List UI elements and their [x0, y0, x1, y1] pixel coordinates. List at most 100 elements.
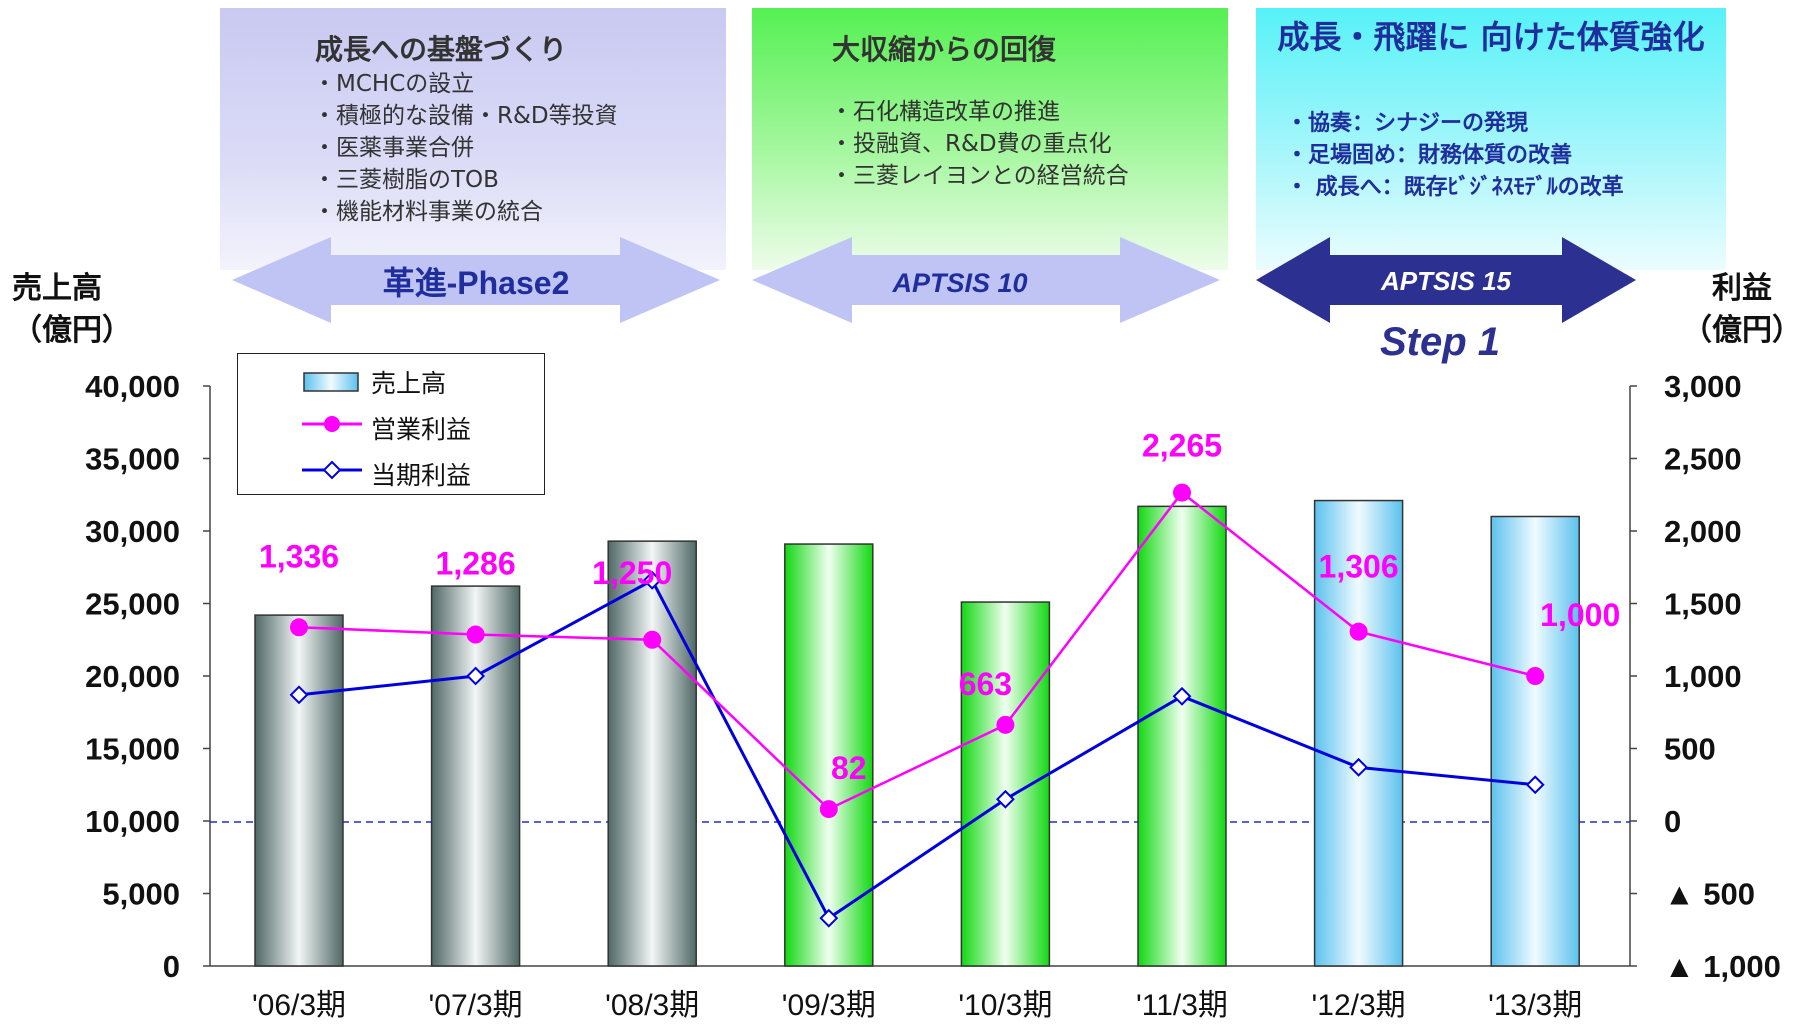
bar-sales — [254, 614, 344, 967]
left-tick-label: 10,000 — [85, 804, 180, 839]
right-axis-title-line2: （億円） — [1682, 313, 1802, 348]
phase-arrow-label-3: APTSIS 15 — [1380, 266, 1512, 296]
bar-sales — [784, 543, 874, 967]
phase-title: 大収縮からの回復 — [832, 33, 1057, 66]
point-operating — [1173, 483, 1191, 502]
phase-arrow-label-1: 革進-Phase2 — [383, 265, 570, 301]
point-net — [819, 908, 839, 928]
left-tick-label: 0 — [163, 949, 180, 984]
phase-item: ・機能材料事業の統合 — [313, 199, 543, 225]
legend-sales-label: 売上高 — [371, 369, 447, 398]
phase-item: ・三菱樹脂のTOB — [313, 167, 499, 193]
phase-arrow-label-2: APTSIS 10 — [891, 268, 1027, 298]
point-operating — [643, 630, 662, 649]
data-label-operating: 1,250 — [592, 555, 672, 591]
point-operating — [1526, 667, 1545, 685]
left-tick-label: 15,000 — [85, 732, 180, 767]
right-tick-label: 1,000 — [1664, 659, 1742, 694]
right-tick-label: 2,500 — [1664, 442, 1742, 477]
legend-operating-label: 営業利益 — [371, 415, 472, 444]
phase-item: ・積極的な設備・R&D等投資 — [313, 103, 618, 129]
left-tick-label: 35,000 — [85, 442, 180, 477]
legend-markers — [302, 372, 362, 480]
right-tick-label: 0 — [1664, 804, 1681, 839]
data-label-operating: 663 — [959, 666, 1012, 702]
left-axis-title: 売上高 （億円） — [12, 268, 132, 352]
right-tick-label: ▲ 1,000 — [1664, 949, 1781, 984]
phase-arrow-2 — [752, 237, 1220, 323]
legend-net-marker — [322, 460, 342, 480]
series-line-net — [298, 578, 1536, 921]
phase-item: ・医薬事業合併 — [313, 135, 474, 161]
x-tick-label: '12/3期 — [1312, 989, 1406, 1022]
x-tick-label: '09/3期 — [782, 989, 876, 1022]
point-net — [466, 666, 486, 686]
right-axis-title: 利益 （億円） — [1682, 268, 1802, 352]
left-axis-title-line2: （億円） — [12, 313, 132, 348]
phase-item: ・三菱レイヨンとの経営統合 — [830, 163, 1129, 189]
phase-item: ・協奏：シナジーの発現 — [1286, 111, 1529, 136]
x-tick-label: '11/3期 — [1136, 989, 1228, 1022]
bar-sales — [1137, 505, 1227, 967]
phase-arrow-1 — [232, 237, 720, 323]
point-net — [995, 789, 1015, 809]
left-axis-title-line1: 売上高 — [12, 271, 102, 306]
bar-sales — [1490, 515, 1580, 967]
phase-sub-label: Step 1 — [1380, 320, 1500, 364]
legend-net-label: 当期利益 — [371, 461, 472, 490]
point-operating — [1349, 622, 1368, 641]
bar-sales — [960, 601, 1051, 967]
data-label-operating: 1,336 — [259, 538, 339, 574]
bar-sales — [430, 585, 521, 967]
phase-item: ・石化構造改革の推進 — [830, 99, 1060, 125]
series-line-operating — [298, 490, 1536, 811]
legend-operating-marker — [324, 416, 340, 432]
x-tick-label: '07/3期 — [429, 989, 523, 1022]
point-operating — [466, 625, 485, 644]
legend-sales-swatch — [303, 372, 359, 392]
right-tick-label: ▲ 500 — [1664, 877, 1755, 912]
data-label-operating: 82 — [831, 750, 867, 786]
data-label-operating: 1,286 — [436, 546, 516, 582]
right-tick-label: 1,500 — [1664, 587, 1742, 622]
point-net — [1349, 757, 1369, 777]
x-tick-label: '06/3期 — [252, 989, 346, 1022]
data-label-operating: 1,000 — [1540, 597, 1620, 633]
left-tick-label: 40,000 — [85, 369, 180, 404]
point-net — [1525, 775, 1545, 795]
data-label-operating: 2,265 — [1142, 428, 1222, 464]
right-axis-title-line1: 利益 — [1712, 271, 1772, 306]
left-tick-label: 25,000 — [85, 587, 180, 622]
phase-panel-3: 成長・飛躍に 向けた体質強化 ・協奏：シナジーの発現 ・足場固め：財務体質の改善… — [1256, 8, 1726, 270]
phase-item: ・足場固め：財務体質の改善 — [1286, 143, 1573, 168]
left-tick-label: 5,000 — [102, 877, 180, 912]
bar-sales — [607, 540, 697, 967]
x-tick-label: '13/3期 — [1488, 989, 1582, 1022]
x-tick-label: '08/3期 — [605, 989, 699, 1022]
right-tick-label: 3,000 — [1664, 369, 1742, 404]
point-net — [1172, 686, 1192, 706]
phase-item-list: ・石化構造改革の推進 ・投融資、R&D費の重点化 ・三菱レイヨンとの経営統合 — [830, 96, 1129, 192]
phase-panel-1: 成長への基盤づくり ・MCHCの設立 ・積極的な設備・R&D等投資 ・医薬事業合… — [220, 8, 726, 270]
x-tick-label: '10/3期 — [958, 989, 1052, 1022]
phase-item: ・ 成長へ：既存ﾋﾞｼﾞﾈｽﾓﾃﾞﾙの改革 — [1286, 175, 1624, 200]
right-tick-label: 2,000 — [1664, 514, 1742, 549]
left-tick-label: 30,000 — [85, 514, 180, 549]
phase-title: 成長への基盤づくり — [315, 33, 568, 66]
point-operating — [290, 618, 308, 637]
bar-sales — [1313, 499, 1404, 967]
left-tick-label: 20,000 — [85, 659, 180, 694]
phase-item: ・MCHCの設立 — [313, 71, 475, 97]
phase-arrow-3 — [1256, 237, 1636, 323]
right-tick-label: 500 — [1664, 732, 1716, 767]
phase-title: 成長・飛躍に 向けた体質強化 — [1277, 18, 1705, 56]
point-operating — [819, 800, 838, 819]
legend: 売上高 営業利益 当期利益 — [237, 353, 545, 495]
phase-item-list: ・協奏：シナジーの発現 ・足場固め：財務体質の改善 ・ 成長へ：既存ﾋﾞｼﾞﾈｽ… — [1286, 108, 1624, 204]
point-net — [642, 570, 662, 590]
phase-item-list: ・MCHCの設立 ・積極的な設備・R&D等投資 ・医薬事業合併 ・三菱樹脂のTO… — [313, 68, 618, 228]
data-label-operating: 1,306 — [1319, 549, 1399, 585]
point-operating — [996, 715, 1015, 734]
phase-panel-2: 大収縮からの回復 ・石化構造改革の推進 ・投融資、R&D費の重点化 ・三菱レイヨ… — [752, 8, 1228, 270]
